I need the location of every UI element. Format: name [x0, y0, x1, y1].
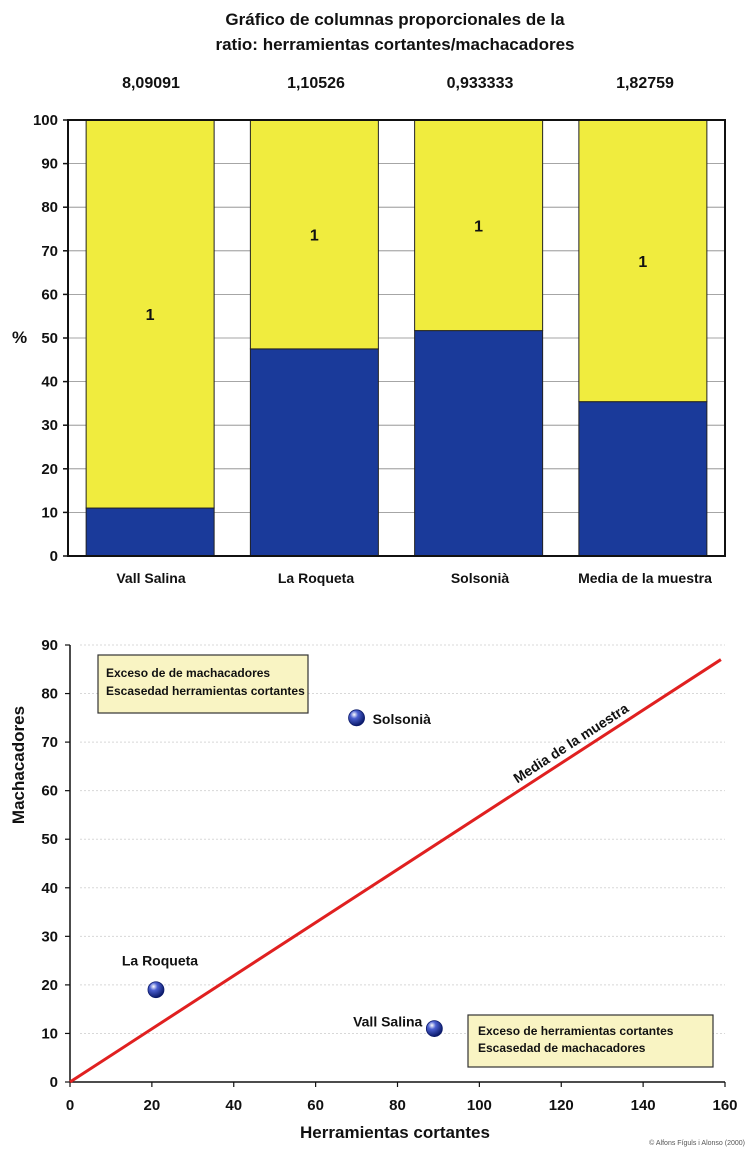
bar-data-label: 1: [638, 254, 647, 271]
scatter-y-axis-label: Machacadores: [9, 706, 28, 824]
scatter-point-label: Solsonià: [373, 711, 432, 727]
scatter-point-label: La Roqueta: [122, 953, 198, 969]
category-label-solsonia: Solsonià: [451, 570, 510, 586]
annotation-box-machacadores: Exceso de de machacadores Escasedad herr…: [97, 654, 309, 714]
y-tick-label: 40: [41, 880, 58, 897]
y-tick-label: 70: [41, 734, 58, 751]
y-tick-label: 70: [41, 243, 58, 260]
y-tick-label: 90: [41, 637, 58, 654]
bar-y-axis-label: %: [12, 328, 27, 347]
y-tick-label: 50: [41, 831, 58, 848]
category-label-vall-salina: Vall Salina: [116, 570, 185, 586]
scatter-point: [147, 981, 165, 999]
ratio-label-solsonia: 0,933333: [447, 75, 514, 92]
y-tick-label: 10: [41, 504, 58, 521]
annotation-box-herramientas: Exceso de herramientas cortantes Escased…: [467, 1014, 714, 1068]
x-tick-label: 80: [389, 1097, 406, 1114]
x-tick-label: 0: [66, 1097, 74, 1114]
bar-chart-title-line-2: ratio: herramientas cortantes/machacador…: [215, 35, 574, 54]
bar-segment: [85, 119, 215, 509]
bar-segment: [85, 507, 215, 557]
annotation-box-line-1: Exceso de herramientas cortantes: [478, 1024, 674, 1038]
scatter-x-axis-label: Herramientas cortantes: [300, 1123, 490, 1142]
bar-segment: [578, 401, 708, 557]
annotation-box-background: [97, 654, 309, 714]
annotation-box-background: [467, 1014, 714, 1068]
x-tick-label: 120: [549, 1097, 574, 1114]
y-tick-label: 30: [41, 417, 58, 434]
bar-segment: [249, 348, 379, 557]
y-tick-label: 20: [41, 977, 58, 994]
annotation-box-line-2: Escasedad de machacadores: [478, 1041, 646, 1055]
y-tick-label: 60: [41, 286, 58, 303]
bar-data-label: 1: [146, 307, 155, 324]
bar-segment: [249, 119, 379, 350]
x-tick-label: 100: [467, 1097, 492, 1114]
scatter-point: [425, 1020, 443, 1037]
bar-category-labels: Vall Salina La Roqueta Solsonià Media de…: [116, 570, 712, 586]
ratio-label-media: 1,82759: [616, 75, 674, 92]
bar-data-label: 1: [310, 227, 319, 244]
y-tick-label: 100: [33, 112, 58, 129]
x-tick-label: 40: [225, 1097, 242, 1114]
y-tick-label: 80: [41, 686, 58, 703]
y-tick-label: 10: [41, 1025, 58, 1042]
bar-segment: [414, 330, 544, 557]
y-tick-label: 60: [41, 783, 58, 800]
x-tick-label: 140: [631, 1097, 656, 1114]
y-tick-label: 0: [50, 548, 58, 565]
y-tick-label: 30: [41, 928, 58, 945]
y-tick-label: 20: [41, 461, 58, 478]
y-tick-label: 50: [41, 330, 58, 347]
y-tick-label: 80: [41, 199, 58, 216]
scatter-point: [348, 709, 365, 727]
y-tick-label: 40: [41, 374, 58, 391]
scatter-point-label: Vall Salina: [353, 1014, 422, 1030]
ratio-label-vall-salina: 8,09091: [122, 75, 180, 92]
category-label-la-roqueta: La Roqueta: [278, 570, 354, 586]
bar-data-label: 1: [474, 218, 483, 235]
ratio-labels: 8,09091 1,10526 0,933333 1,82759: [122, 75, 674, 92]
x-tick-label: 160: [712, 1097, 737, 1114]
reference-line-label: Media de la muestra: [510, 700, 631, 786]
y-tick-label: 0: [50, 1074, 58, 1091]
reference-line: [69, 658, 722, 1084]
x-tick-label: 60: [307, 1097, 324, 1114]
credit-text: © Alfons Fíguls i Alonso (2000): [649, 1139, 745, 1147]
bar-chart-title-line-1: Gráfico de columnas proporcionales de la: [225, 10, 565, 29]
y-tick-label: 90: [41, 156, 58, 173]
annotation-box-line-1: Exceso de de machacadores: [106, 666, 270, 680]
x-tick-label: 20: [144, 1097, 161, 1114]
annotation-box-line-2: Escasedad herramientas cortantes: [106, 684, 305, 698]
ratio-label-la-roqueta: 1,10526: [287, 75, 345, 92]
category-label-media: Media de la muestra: [578, 570, 712, 586]
